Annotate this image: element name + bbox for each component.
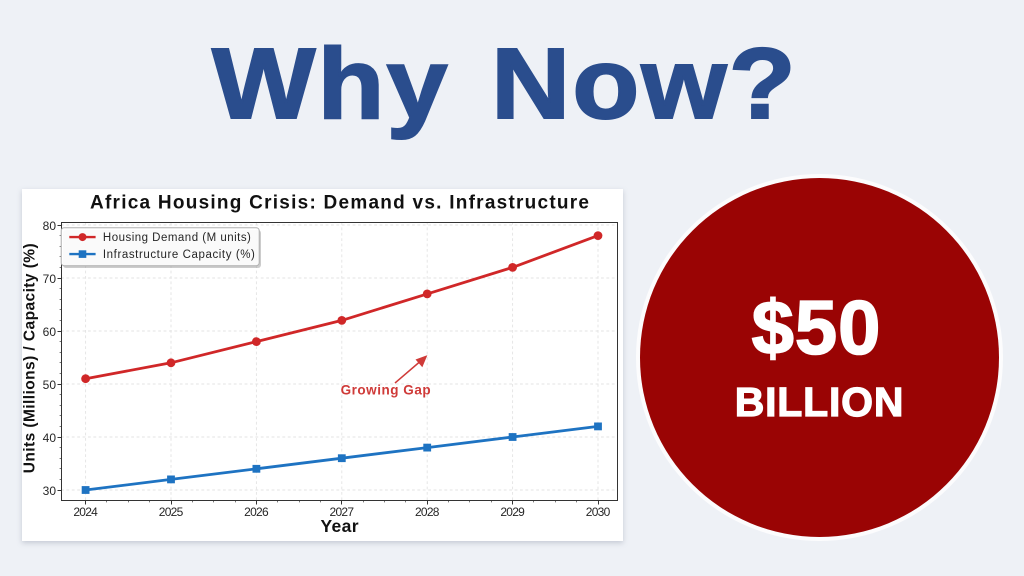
- svg-text:80: 80: [43, 219, 57, 233]
- svg-text:Africa Housing Crisis: Demand: Africa Housing Crisis: Demand vs. Infras…: [90, 193, 589, 214]
- svg-text:Units (Millions) / Capacity (%: Units (Millions) / Capacity (%): [22, 243, 39, 473]
- svg-text:40: 40: [43, 431, 57, 445]
- svg-text:Infrastructure Capacity (%): Infrastructure Capacity (%): [103, 249, 255, 261]
- svg-text:Year: Year: [321, 516, 359, 536]
- svg-text:2029: 2029: [500, 505, 525, 519]
- svg-text:60: 60: [43, 325, 57, 339]
- svg-text:70: 70: [43, 272, 57, 286]
- svg-text:50: 50: [43, 378, 57, 392]
- svg-text:2027: 2027: [330, 505, 355, 519]
- svg-text:2024: 2024: [73, 505, 98, 519]
- svg-text:Growing Gap: Growing Gap: [341, 383, 431, 398]
- svg-text:30: 30: [43, 484, 57, 498]
- svg-text:2030: 2030: [586, 505, 611, 519]
- svg-text:2028: 2028: [415, 505, 440, 519]
- svg-text:2026: 2026: [244, 505, 269, 519]
- svg-text:Housing Demand (M units): Housing Demand (M units): [103, 232, 251, 244]
- svg-text:2025: 2025: [159, 505, 184, 519]
